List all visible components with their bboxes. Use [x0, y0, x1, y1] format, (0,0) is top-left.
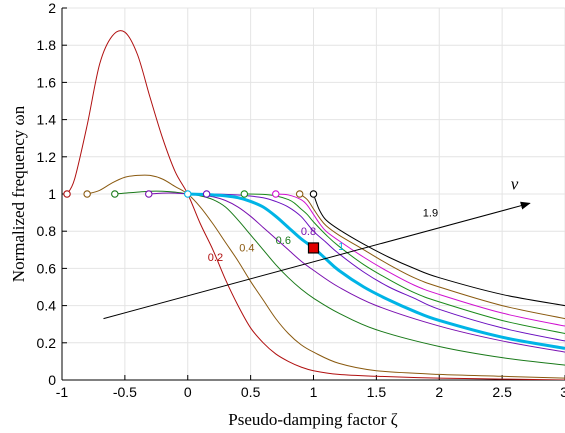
start-markers [63, 190, 318, 198]
curve-labels: 0.2 0.4 0.6 0.8 1 1.9 [208, 207, 438, 264]
start-marker [202, 190, 211, 198]
series-line [66, 30, 565, 380]
y-tick-label: 0.2 [37, 335, 57, 351]
curve-label: 0.4 [239, 243, 254, 255]
y-tick-label: 0 [48, 372, 56, 388]
highlight-point [307, 242, 320, 254]
series-line [114, 190, 565, 366]
curve-label: 0.6 [276, 235, 291, 247]
y-tick-label: 0.6 [37, 260, 57, 276]
start-marker [111, 190, 119, 198]
x-tick-label: 2.5 [492, 384, 512, 400]
series-line [206, 193, 565, 342]
x-tick-label: -1 [56, 384, 69, 400]
series-line [275, 193, 565, 327]
start-marker [83, 190, 91, 198]
series-group [66, 30, 565, 380]
curve-label: 1.9 [423, 207, 438, 219]
x-axis-title: Pseudo-damping factor ζ [228, 410, 397, 429]
y-tick-label: 1.8 [37, 37, 57, 53]
y-axis-title: Normalized frequency ωn [9, 105, 28, 282]
x-tick-label: 1 [310, 384, 318, 400]
series-line [299, 193, 565, 320]
x-tick-label: 2 [435, 384, 443, 400]
x-tick-label: 0 [184, 384, 192, 400]
x-tick-label: -0.5 [113, 384, 137, 400]
y-tick-label: 1 [48, 186, 56, 202]
x-tick-label: 1.5 [367, 384, 387, 400]
y-tick-label: 1.6 [37, 74, 57, 90]
axes: -1 -0.5 0 0.5 1 1.5 2 2.5 3 0 0.2 0.4 0.6 0.8 1 1.2 1.4 1… [37, 0, 565, 400]
start-marker [295, 190, 304, 198]
y-tick-label: 0.4 [37, 298, 57, 314]
x-tick-label: 3 [560, 384, 565, 400]
start-marker [309, 190, 318, 198]
nu-arrow [103, 201, 531, 320]
start-marker [63, 190, 71, 198]
y-tick-label: 0.8 [37, 223, 57, 239]
curve-label: 1 [338, 241, 344, 253]
series-line [313, 193, 565, 307]
start-marker [184, 190, 192, 198]
nu-label: ν [511, 174, 519, 193]
start-marker [272, 190, 280, 198]
start-marker [145, 190, 153, 198]
start-marker [240, 190, 249, 198]
x-tick-label: 0.5 [241, 384, 261, 400]
series-line [187, 192, 565, 350]
curve-label: 0.2 [208, 252, 223, 264]
y-tick-label: 2 [48, 0, 56, 16]
series-line [244, 193, 565, 334]
y-tick-label: 1.2 [37, 149, 57, 165]
annotations: ν [103, 174, 531, 320]
y-tick-label: 1.4 [37, 112, 57, 128]
curve-label: 0.8 [301, 226, 316, 238]
series-line [87, 174, 565, 379]
